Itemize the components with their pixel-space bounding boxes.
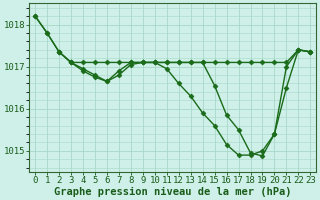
X-axis label: Graphe pression niveau de la mer (hPa): Graphe pression niveau de la mer (hPa) [54, 186, 292, 197]
